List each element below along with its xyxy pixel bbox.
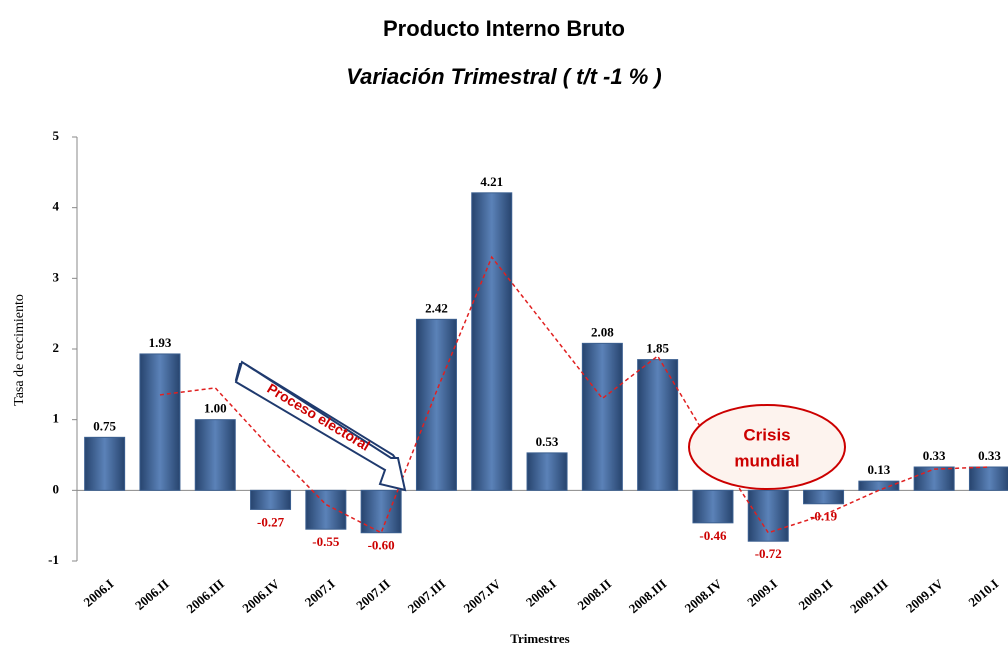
x-tick-label: 2006.III (183, 576, 227, 616)
value-label: -0.55 (312, 534, 340, 549)
bar (415, 318, 457, 491)
annotation: Proceso electoral (265, 380, 373, 454)
x-tick-label: 2009.IV (903, 576, 947, 616)
annotation-ellipse (688, 404, 846, 490)
value-label: 4.21 (480, 174, 503, 189)
value-label: 0.53 (536, 434, 559, 449)
x-tick-label: 2007.II (353, 576, 393, 613)
bar (471, 192, 513, 491)
y-tick-label: 0 (53, 481, 60, 496)
x-tick-label: 2007.IV (460, 576, 504, 616)
value-label: 0.13 (867, 462, 890, 477)
x-tick-label: 2009.II (796, 576, 836, 613)
x-tick-label: 2009.I (744, 576, 780, 610)
x-tick-label: 2006.II (132, 576, 172, 613)
value-label: -0.60 (368, 538, 395, 553)
value-label: 1.00 (204, 401, 227, 416)
y-tick-label: 4 (53, 199, 60, 214)
x-tick-label: 2007.III (405, 576, 449, 616)
x-tick-label: 2008.I (523, 576, 559, 610)
bar (747, 489, 789, 542)
bar (194, 419, 236, 491)
x-tick-label: 2006.IV (239, 576, 283, 616)
bar (139, 353, 181, 491)
annotation: mundial (734, 451, 799, 470)
value-label: 1.85 (646, 341, 669, 356)
bar (637, 359, 679, 491)
bar (913, 466, 955, 491)
value-label: -0.72 (755, 546, 782, 561)
x-tick-label: 2007.I (302, 576, 338, 610)
x-tick-label: 2006.I (81, 576, 117, 610)
value-label: 2.42 (425, 300, 448, 315)
y-tick-label: 5 (53, 128, 60, 143)
y-tick-label: 1 (53, 411, 60, 426)
bar (250, 489, 292, 510)
bar (305, 489, 347, 530)
y-axis-label: Tasa de crecimiento (12, 294, 27, 406)
y-tick-label: 2 (53, 340, 60, 355)
x-tick-label: 2008.IV (682, 576, 726, 616)
x-tick-label: 2009.III (847, 576, 891, 616)
bar (581, 342, 623, 491)
x-tick-label: 2010.I (965, 576, 1001, 610)
trend-line (159, 255, 990, 534)
y-tick-label: -1 (48, 552, 59, 567)
x-tick-label: 2008.III (626, 576, 670, 616)
value-label: 0.33 (923, 448, 946, 463)
value-label: -0.19 (810, 509, 838, 524)
value-label: 1.93 (149, 335, 172, 350)
bar (526, 452, 568, 491)
bar (968, 466, 1008, 491)
value-label: 2.08 (591, 324, 614, 339)
x-tick-label: 2008.II (574, 576, 614, 613)
bar (84, 436, 126, 491)
chart-subtitle: Variación Trimestral ( t/t -1 % ) (346, 64, 661, 89)
chart-title: Producto Interno Bruto (383, 16, 625, 41)
x-axis-label: Trimestres (510, 631, 569, 646)
value-label: -0.46 (699, 528, 727, 543)
value-label: 0.33 (978, 448, 1001, 463)
bar (858, 480, 900, 491)
y-tick-label: 3 (53, 269, 60, 284)
bar (692, 489, 734, 524)
value-label: 0.75 (93, 418, 116, 433)
arrow-outline (234, 360, 407, 492)
plot: -1 0 1 2 3 4 5 2006.I 0.75 2006.II 1.93 2006.III 1.0… (48, 128, 1008, 616)
value-label: -0.27 (257, 514, 285, 529)
annotation: Crisis (743, 425, 790, 444)
bar (803, 489, 845, 505)
